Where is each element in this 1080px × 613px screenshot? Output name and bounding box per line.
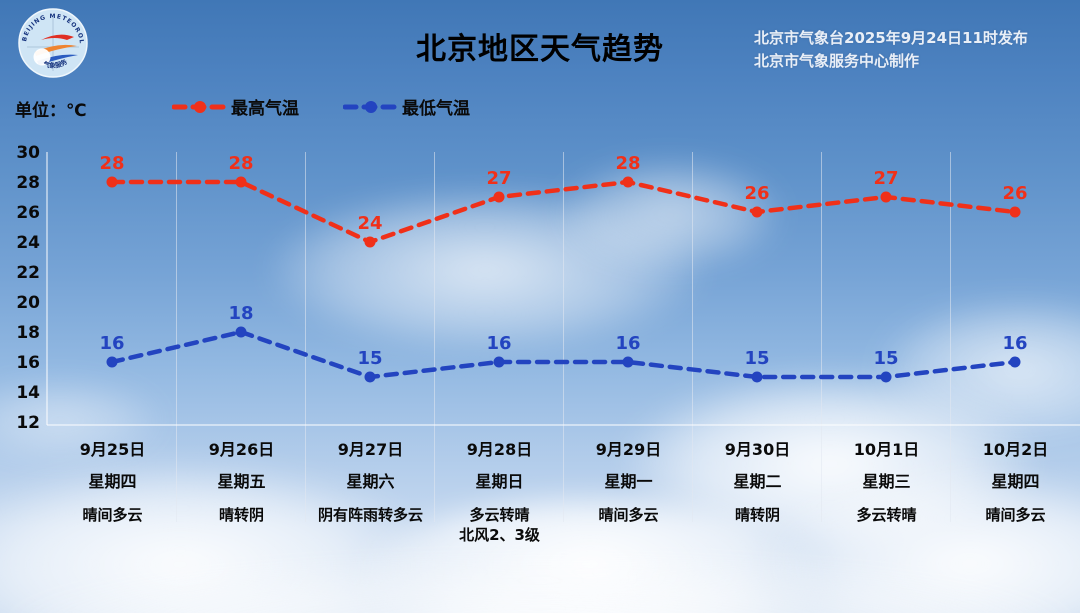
page-title: 北京地区天气趋势 [416, 32, 664, 67]
high-temp-value-label: 28 [99, 153, 124, 174]
low-temp-value-label: 15 [744, 348, 769, 369]
unit-label: 单位：℃ [15, 101, 87, 121]
low-temp-value-label: 15 [357, 348, 382, 369]
y-tick-label: 16 [16, 353, 40, 373]
day-date: 9月25日 [79, 440, 146, 459]
publisher-info: 北京市气象台2025年9月24日11时发布 北京市气象服务中心制作 [754, 27, 1028, 73]
low-temp-value-label: 16 [1002, 333, 1027, 354]
day-date: 9月30日 [724, 440, 791, 459]
day-weekday: 星期二 [733, 472, 782, 491]
y-tick-label: 18 [16, 323, 40, 343]
legend-label: 最低气温 [402, 99, 470, 119]
day-date: 9月27日 [337, 440, 404, 459]
low-temp-point [235, 326, 247, 338]
low-temp-point [622, 356, 634, 368]
high-temp-point [235, 176, 247, 188]
day-weekday: 星期日 [475, 472, 524, 491]
legend-item-high: 最高气温 [172, 94, 299, 119]
high-temp-value-label: 27 [873, 168, 898, 189]
high-temp-point [493, 191, 505, 203]
y-tick-label: 12 [16, 413, 40, 433]
day-date: 10月1日 [853, 440, 920, 459]
low-temp-point [493, 356, 505, 368]
day-weekday: 星期四 [88, 472, 137, 491]
day-weekday: 星期一 [604, 472, 653, 491]
day-weekday: 星期三 [862, 472, 911, 491]
legend-swatch-icon [343, 100, 399, 113]
day-column: 9月26日星期五晴转阴 [177, 441, 306, 545]
day-weather: 多云转晴 北风2、3级 [459, 506, 540, 544]
y-tick-label: 28 [16, 173, 40, 193]
high-temp-point [622, 176, 634, 188]
publisher-line1: 北京市气象台2025年9月24日11时发布 [754, 29, 1028, 47]
day-date: 10月2日 [982, 440, 1049, 459]
low-temp-value-label: 16 [99, 333, 124, 354]
low-temp-value-label: 16 [615, 333, 640, 354]
low-temp-point [106, 356, 118, 368]
day-weekday: 星期四 [991, 472, 1040, 491]
day-weather: 阴有阵雨转多云 [317, 506, 423, 524]
legend-swatch-icon [172, 100, 228, 113]
low-temp-point [880, 371, 892, 383]
day-column: 9月30日星期二晴转阴 [693, 441, 822, 545]
publisher-line2: 北京市气象服务中心制作 [754, 52, 920, 70]
day-weather: 多云转晴 [856, 506, 917, 524]
day-weather: 晴间多云 [598, 506, 659, 524]
day-labels-row: 9月25日 星期四 晴间多云 9月26日 星期五 晴转阴 9月27日 星期六 阴有阵雨转多云 9月… [48, 441, 1080, 545]
low-temp-point [1009, 356, 1021, 368]
day-column: 9月27日星期六阴有阵雨转多云 [306, 441, 435, 545]
day-weather: 晴转阴 [734, 506, 780, 524]
y-tick-label: 26 [16, 203, 40, 223]
day-weekday: 星期六 [346, 472, 395, 491]
day-date: 9月29日 [595, 440, 662, 459]
day-column: 10月2日星期四晴间多云 [951, 441, 1080, 545]
legend-item-low: 最低气温 [343, 94, 470, 119]
low-temp-value-label: 15 [873, 348, 898, 369]
y-tick-label: 24 [16, 233, 40, 253]
day-weather: 晴转阴 [218, 506, 264, 524]
high-temp-line [109, 179, 1018, 245]
day-column: 9月29日星期一晴间多云 [564, 441, 693, 545]
day-date: 9月26日 [208, 440, 275, 459]
high-temp-point [106, 176, 118, 188]
chart-legend: 最高气温 最低气温 [172, 94, 470, 119]
day-column: 10月1日星期三多云转晴 [822, 441, 951, 545]
y-tick-label: 22 [16, 263, 40, 283]
day-weekday: 星期五 [217, 472, 266, 491]
low-temp-line [109, 329, 1018, 380]
high-temp-point [880, 191, 892, 203]
high-temp-value-label: 28 [228, 153, 253, 174]
day-weather: 晴间多云 [985, 506, 1046, 524]
high-temp-value-label: 26 [1002, 183, 1027, 204]
meteorological-service-logo: BEIJING METEOROLOGICAL SERVICE 气象服务 [17, 7, 88, 78]
y-tick-label: 20 [16, 293, 40, 313]
day-date: 9月28日 [466, 440, 533, 459]
high-temp-value-label: 27 [486, 168, 511, 189]
y-tick-label: 14 [16, 383, 40, 403]
legend-label: 最高气温 [231, 99, 299, 119]
low-temp-value-label: 16 [486, 333, 511, 354]
low-temp-point [751, 371, 763, 383]
low-temp-value-label: 18 [228, 303, 253, 324]
high-temp-value-label: 26 [744, 183, 769, 204]
high-temp-point [364, 236, 376, 248]
high-temp-value-label: 28 [615, 153, 640, 174]
y-tick-label: 30 [16, 143, 40, 163]
day-column: 9月28日星期日多云转晴 北风2、3级 [435, 441, 564, 545]
low-temp-point [364, 371, 376, 383]
high-temp-value-label: 24 [357, 213, 382, 234]
high-temp-point [751, 206, 763, 218]
day-column: 9月25日星期四晴间多云 [48, 441, 177, 545]
high-temp-point [1009, 206, 1021, 218]
day-weather: 晴间多云 [82, 506, 143, 524]
